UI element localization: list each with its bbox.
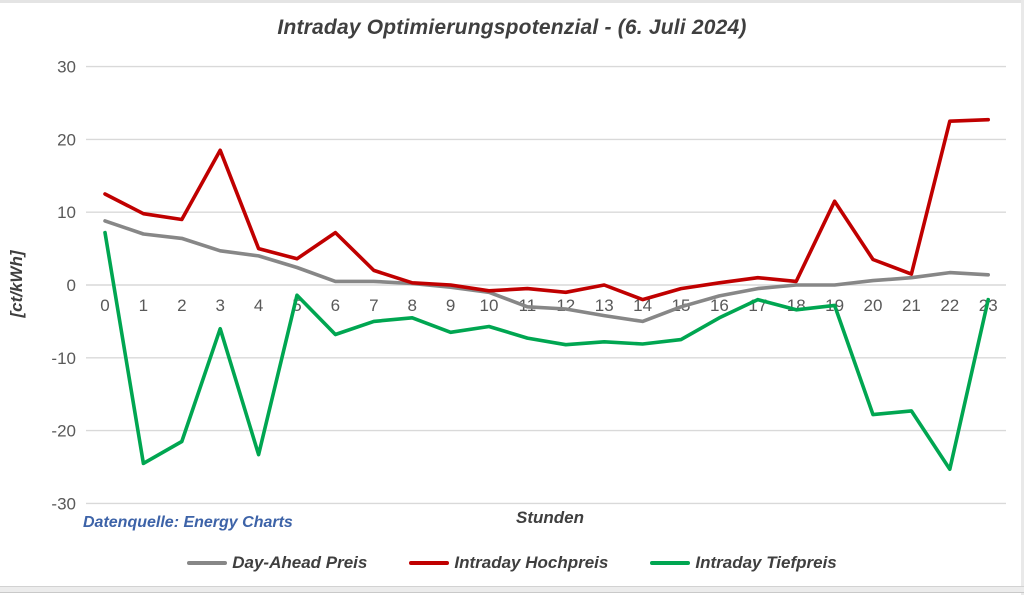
x-tick-label: 4 [254, 296, 263, 315]
x-tick-label: 22 [940, 296, 959, 315]
frame-border-top [0, 0, 1024, 3]
legend-item-intraday-tiefpreis: Intraday Tiefpreis [650, 553, 837, 573]
x-tick-label: 1 [139, 296, 148, 315]
series-line-day-ahead-preis [103, 219, 991, 324]
y-tick-label: -10 [51, 349, 76, 368]
source-note: Datenquelle: Energy Charts [83, 514, 293, 531]
legend-label-day-ahead-preis: Day-Ahead Preis [232, 553, 368, 572]
y-tick-label: 30 [57, 58, 76, 77]
legend-item-intraday-hochpreis: Intraday Hochpreis [409, 553, 608, 573]
x-axis-title: Stunden [516, 508, 584, 527]
x-tick-label: 0 [100, 296, 109, 315]
y-tick-label: 20 [57, 130, 76, 149]
x-tick-label: 18 [787, 296, 806, 315]
x-tick-label: 21 [902, 296, 921, 315]
legend-label-intraday-tiefpreis: Intraday Tiefpreis [695, 553, 837, 572]
frame-border-right [1021, 0, 1024, 595]
frame-border-bottom [0, 586, 1024, 593]
x-tick-label: 20 [864, 296, 883, 315]
x-tick-label: 14 [633, 296, 652, 315]
y-tick-label: 0 [67, 276, 76, 295]
x-tick-label: 3 [215, 296, 224, 315]
x-tick-label: 6 [331, 296, 340, 315]
y-tick-label: -30 [51, 494, 76, 513]
series-line-intraday-hochpreis [103, 117, 991, 302]
x-tick-label: 10 [480, 296, 499, 315]
chart-title: Intraday Optimierungspotenzial - (6. Jul… [277, 16, 747, 39]
series-line-intraday-tiefpreis [103, 230, 991, 472]
x-tick-label: 8 [407, 296, 416, 315]
x-tick-label: 5 [292, 296, 301, 315]
x-tick-label: 12 [556, 296, 575, 315]
y-tick-label: 10 [57, 203, 76, 222]
x-tick-label: 9 [446, 296, 455, 315]
x-tick-label: 7 [369, 296, 378, 315]
x-tick-label: 13 [595, 296, 614, 315]
legend-swatch-intraday-hochpreis [409, 561, 450, 565]
legend-label-intraday-hochpreis: Intraday Hochpreis [454, 553, 609, 572]
y-tick-label: -20 [51, 422, 76, 441]
legend-swatch-day-ahead-preis [187, 561, 228, 565]
legend-item-day-ahead-preis: Day-Ahead Preis [187, 553, 367, 573]
x-tick-label: 16 [710, 296, 729, 315]
x-tick-label: 2 [177, 296, 186, 315]
y-axis-title: [ct/kWh] [7, 250, 26, 318]
chart-legend: Day-Ahead Preis Intraday Hochpreis Intrada… [0, 553, 1024, 573]
legend-swatch-intraday-tiefpreis [650, 561, 691, 565]
